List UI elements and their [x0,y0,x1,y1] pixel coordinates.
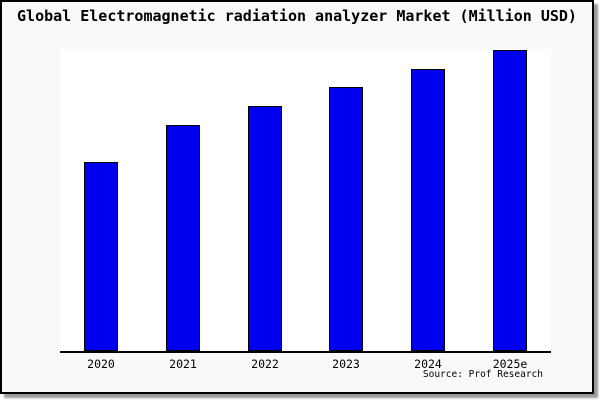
bar-2022 [248,106,282,351]
bar-2021 [166,125,200,351]
bar-2020 [84,162,118,351]
source-label: Source: Prof Research [422,369,543,380]
x-tick-label-2025e: 2025e [492,357,528,371]
x-tick-label-2021: 2021 [169,357,197,371]
chart-title: Global Electromagnetic radiation analyze… [17,7,577,25]
x-tick-label-2023: 2023 [332,357,360,371]
chart-frame: Global Electromagnetic radiation analyze… [0,0,594,394]
bar-2024 [411,69,445,351]
bar-2025e [493,50,527,351]
x-tick-label-2020: 2020 [87,357,115,371]
plot-area [60,49,551,353]
x-tick-label-2022: 2022 [251,357,279,371]
x-tick-label-2024: 2024 [414,357,442,371]
bar-2023 [329,87,363,351]
